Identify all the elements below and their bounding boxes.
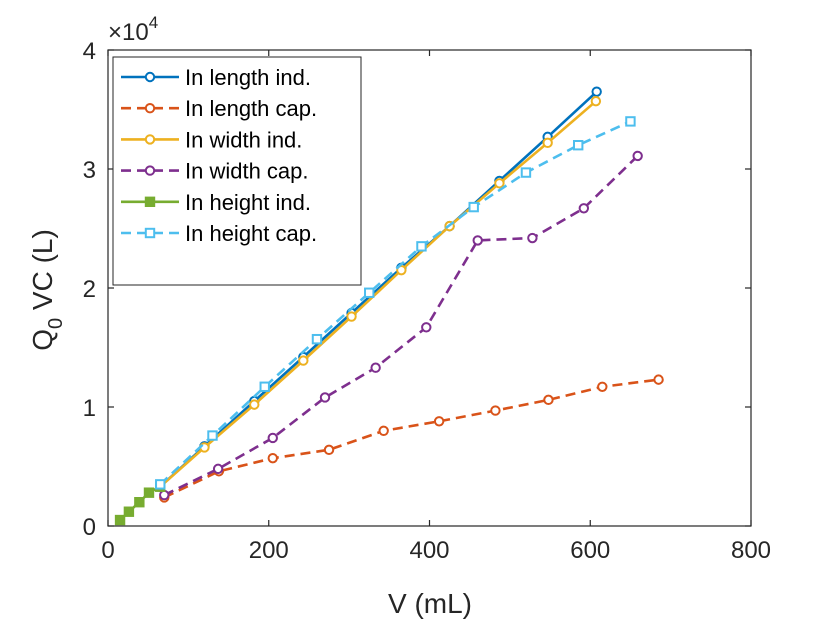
data-point [625,116,636,127]
legend-label: In length cap. [185,96,317,121]
y-axis-exponent-power: 4 [149,13,158,32]
x-axis-label: V (mL) [388,588,472,619]
data-point [267,452,278,464]
series-in-height-cap [155,116,636,490]
data-point [520,167,532,178]
data-point [396,264,407,276]
legend-label: In length ind. [185,65,311,90]
series-line [163,154,639,497]
data-point [346,311,357,322]
series-layer [114,86,664,526]
data-point [144,71,156,83]
data-point [123,506,135,517]
data-point [597,381,608,392]
legend-entry: In length cap. [121,96,317,121]
data-point [134,497,145,508]
data-point [144,103,156,114]
y-axis-label-main: Q [27,329,58,351]
data-point [370,362,381,373]
plot-frame [107,49,752,527]
data-point [572,140,584,151]
data-point [319,392,331,403]
series-line [159,100,597,488]
data-point [267,432,278,444]
data-point [323,444,335,456]
data-point [249,399,260,410]
series-line [163,378,659,499]
legend-label: In height cap. [185,221,317,246]
data-point [144,196,156,208]
y-axis-exponent: ×104 [108,13,158,46]
data-point [591,86,602,97]
y-tick-label: 1 [83,395,96,422]
y-axis-exponent-prefix: ×10 [108,19,149,46]
data-point [212,463,224,475]
x-tick-label: 600 [570,537,610,564]
legend: In length ind. In length cap. In width ind… [112,56,362,286]
legend-entry: In length ind. [121,65,311,90]
series-in-width-cap [159,150,643,501]
legend-entry: In width ind. [121,127,302,152]
data-point [416,241,427,252]
legend-label: In width cap. [185,159,309,184]
x-tick-label: 0 [101,537,114,564]
series-line [159,90,598,488]
y-axis-label-rest: VC (L) [27,229,58,318]
y-axis-label: Q0 VC (L) [27,229,67,351]
data-point [159,489,170,501]
legend-entry: In height cap. [121,221,317,246]
legend-label: In height ind. [185,190,311,215]
y-tick-label: 2 [83,276,96,303]
data-point [653,374,664,385]
data-point [143,487,155,498]
data-point [114,514,126,526]
data-point [542,137,553,149]
y-tick-label: 0 [83,514,96,541]
x-tick-label: 400 [409,537,449,564]
data-point [433,416,445,427]
tick-labels: 0 200 400 600 800 0 1 2 3 4 [83,38,771,564]
data-point [259,381,270,392]
data-point [578,203,590,214]
data-point [527,232,538,244]
data-point [590,95,602,107]
data-point [144,165,156,176]
data-point [144,134,156,145]
data-point [543,394,554,406]
y-tick-label: 3 [83,157,96,184]
data-point [298,355,309,366]
data-point [378,425,389,436]
data-point [472,235,483,246]
data-point [364,287,375,298]
data-point [632,150,643,162]
y-axis-label-sub: 0 [45,318,67,329]
x-tick-label: 800 [731,537,771,564]
data-point [144,227,156,239]
legend-entry: In width cap. [121,159,309,184]
data-point [494,178,505,189]
data-point [155,479,166,490]
data-point [490,405,501,416]
y-tick-label: 4 [83,38,96,65]
data-point [311,333,323,345]
legend-label: In width ind. [185,127,302,152]
data-point [207,430,218,441]
data-point [468,201,479,213]
x-tick-label: 200 [249,537,289,564]
data-point [421,322,432,333]
legend-entry: In height ind. [121,190,311,215]
